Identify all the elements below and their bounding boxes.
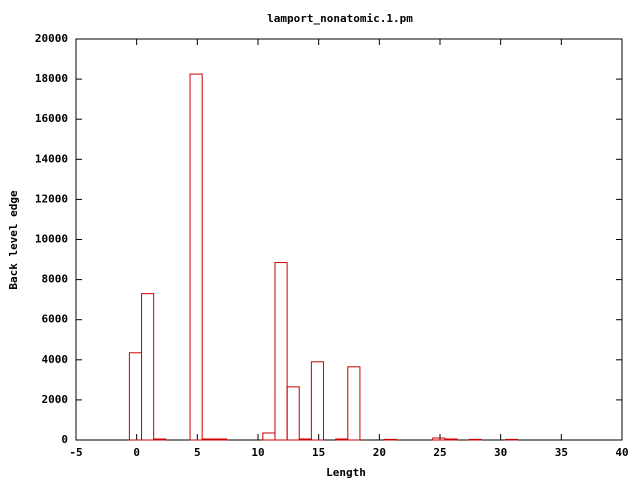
bar (335, 438, 349, 441)
bar (201, 438, 215, 441)
bar (298, 438, 312, 441)
bar (310, 361, 325, 441)
bar (141, 293, 155, 441)
y-tick-label: 10000 (35, 233, 68, 246)
bar (505, 438, 519, 441)
x-tick-label: 40 (615, 446, 628, 459)
y-tick-label: 14000 (35, 152, 68, 165)
x-tick-label: 5 (194, 446, 201, 459)
bar (213, 438, 227, 441)
y-tick-label: 12000 (35, 192, 68, 205)
y-axis-label: Back level edge (7, 190, 20, 290)
bar (468, 438, 482, 441)
x-tick-label: 10 (251, 446, 264, 459)
bar (262, 432, 276, 441)
x-tick-label: -5 (69, 446, 82, 459)
bar (153, 438, 167, 441)
y-tick-label: 8000 (42, 273, 69, 286)
plot-border (75, 38, 623, 441)
y-tick-label: 16000 (35, 112, 68, 125)
bar (286, 386, 300, 441)
bar (444, 438, 458, 441)
bar (432, 437, 446, 441)
bar (274, 262, 288, 441)
bar (189, 73, 203, 441)
y-tick-label: 6000 (42, 313, 69, 326)
bar (128, 352, 143, 441)
x-tick-label: 0 (133, 446, 140, 459)
y-tick-label: 18000 (35, 72, 68, 85)
y-tick-label: 20000 (35, 32, 68, 45)
y-tick-label: 2000 (42, 393, 69, 406)
x-tick-label: 20 (373, 446, 386, 459)
x-tick-label: 35 (555, 446, 568, 459)
bar (347, 366, 361, 441)
y-tick-label: 4000 (42, 353, 69, 366)
chart-title: lamport_nonatomic.1.pm (267, 12, 413, 25)
x-tick-label: 15 (312, 446, 325, 459)
x-tick-label: 25 (433, 446, 446, 459)
y-tick-label: 0 (61, 433, 68, 446)
x-tick-label: 30 (494, 446, 507, 459)
bar (383, 438, 397, 441)
x-axis-label: Length (326, 466, 366, 479)
